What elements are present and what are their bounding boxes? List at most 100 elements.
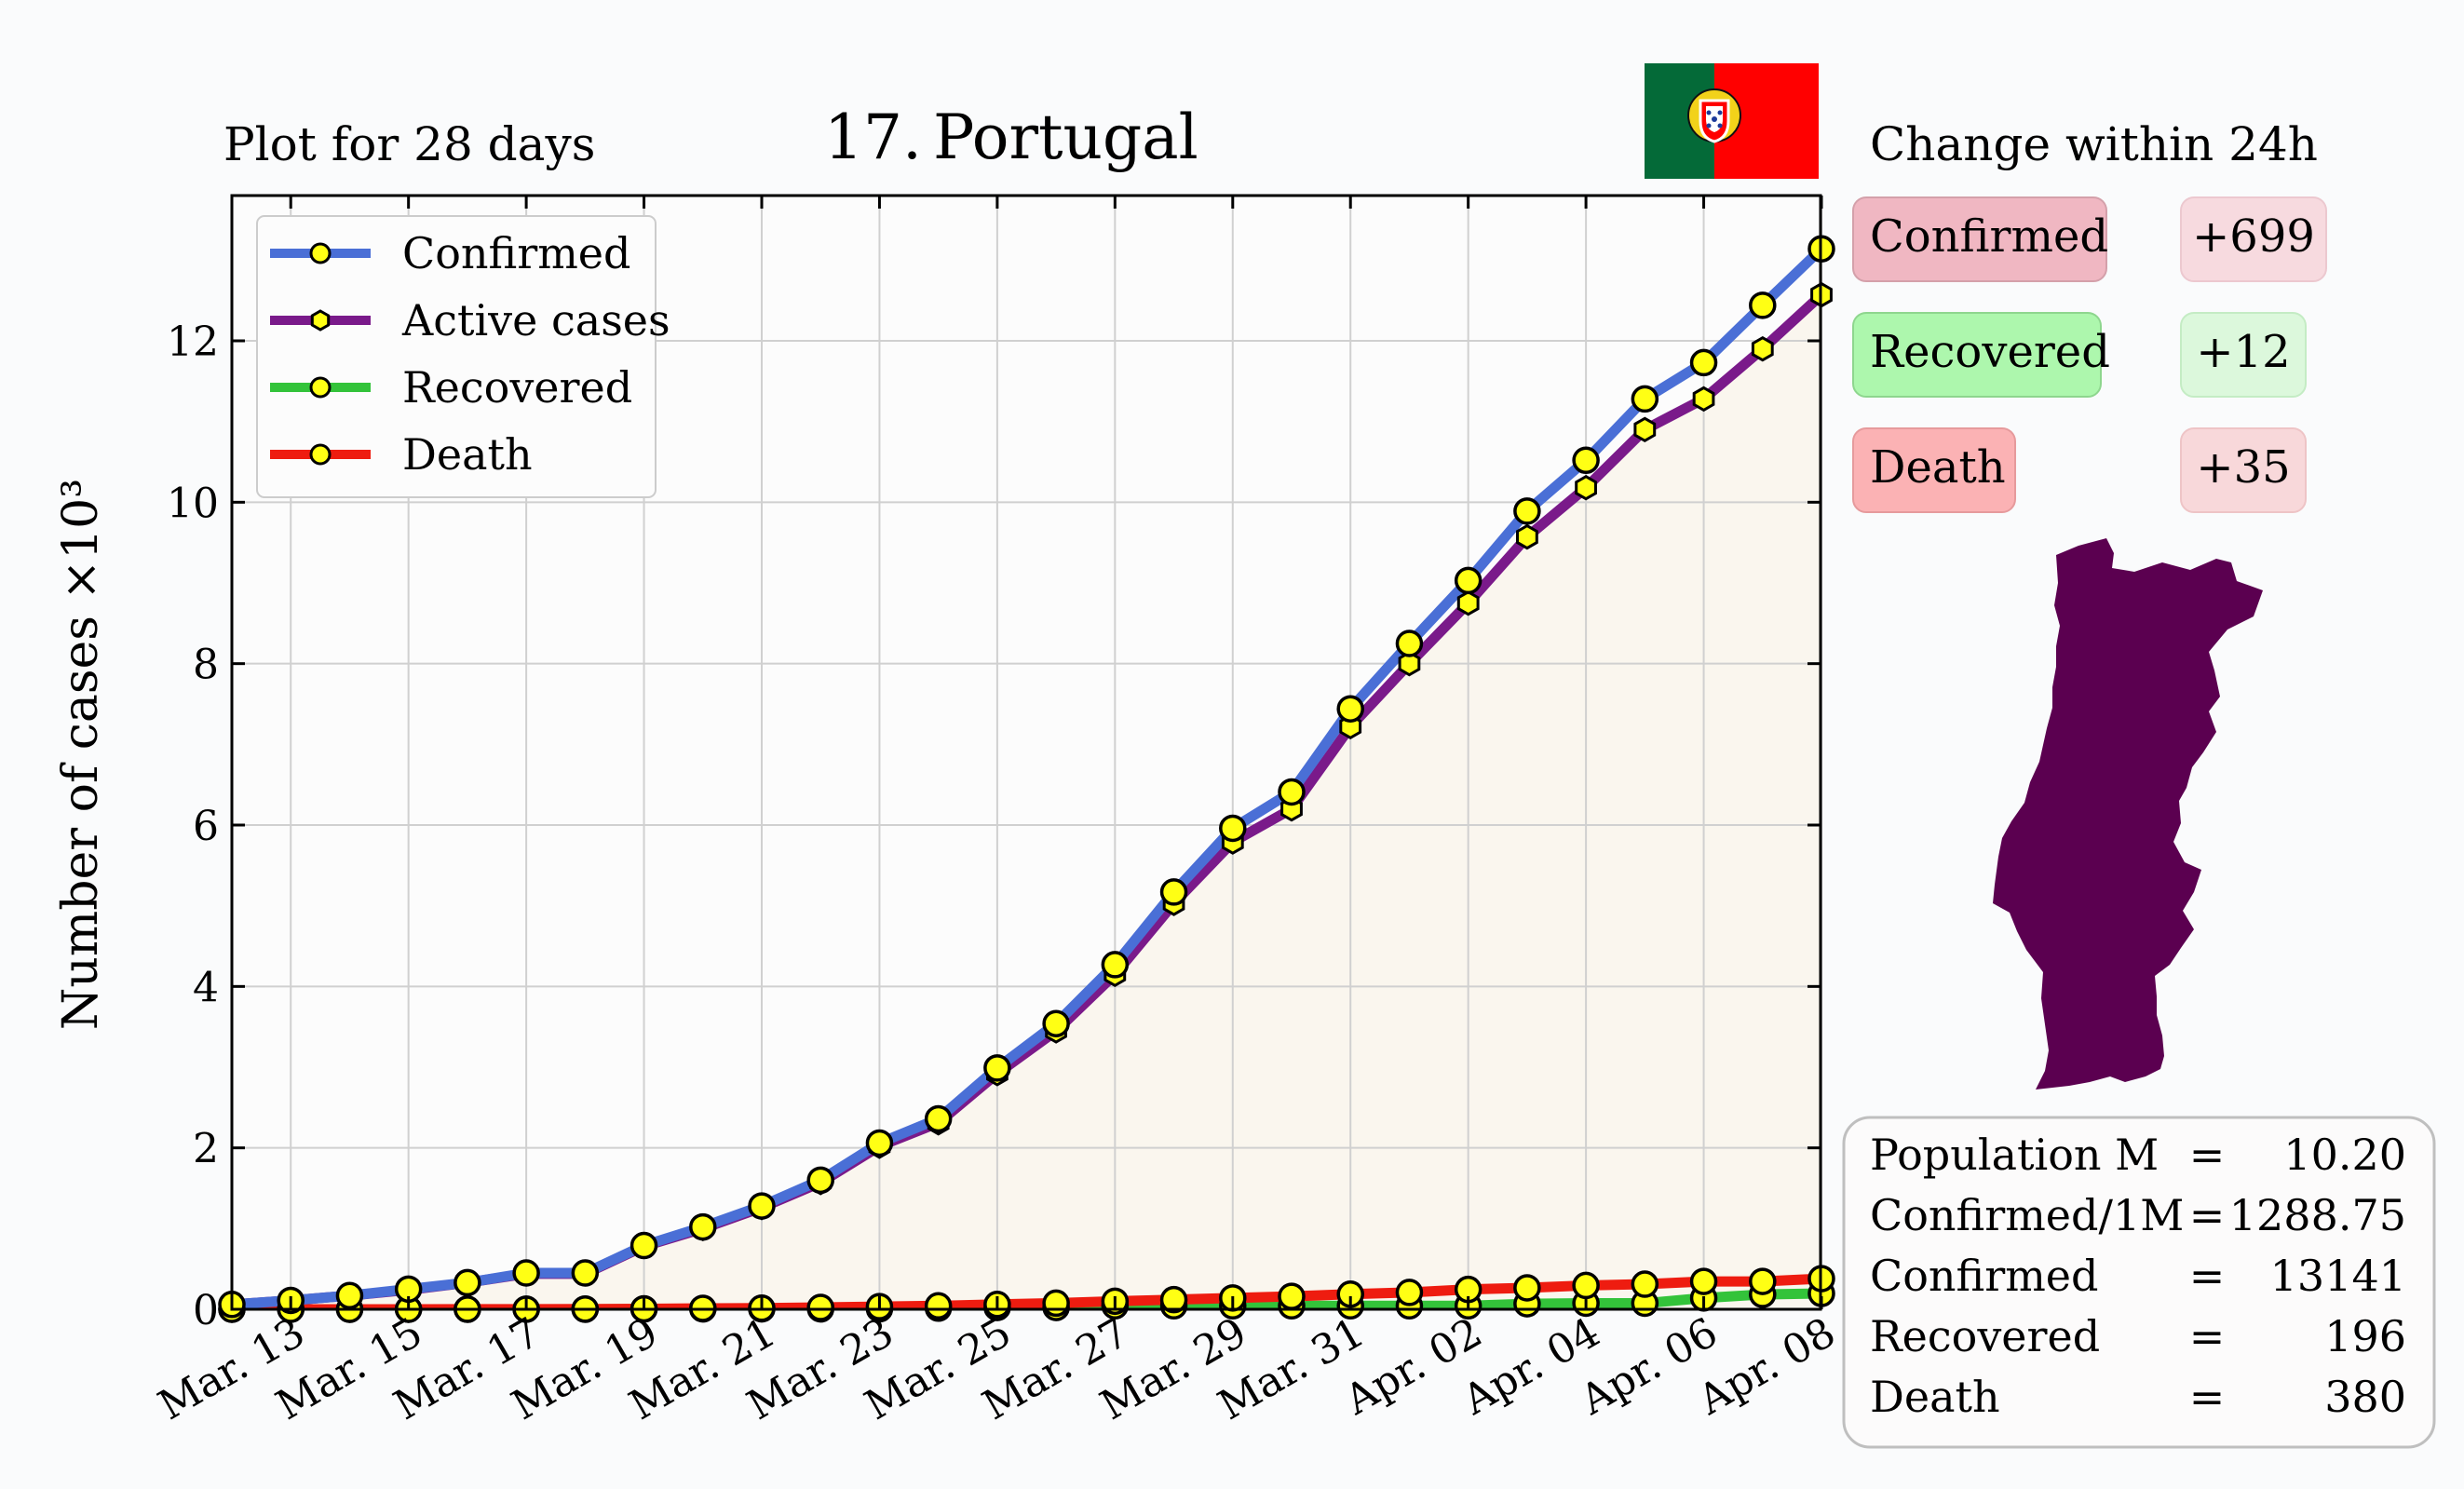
y-tick-label: 0	[193, 1287, 219, 1334]
portugal-map-icon	[1993, 538, 2263, 1090]
stats-row-confirmed-per-million: Confirmed/1M = 1288.75	[1870, 1190, 2406, 1240]
plot-span-label: Plot for 28 days	[223, 117, 595, 171]
stats-box	[1842, 1116, 2436, 1449]
plot-frame	[230, 194, 1822, 1311]
stat-value: 196	[2324, 1311, 2406, 1361]
point-death	[1278, 1282, 1306, 1310]
change-row-recovered: Recovered +12	[1852, 312, 2307, 398]
stats-row-confirmed: Confirmed = 13141	[1870, 1251, 2406, 1301]
change-label-recovered: Recovered	[1870, 326, 2110, 378]
x-tick-label: Apr. 02	[1336, 1308, 1490, 1425]
point-confirmed	[1101, 951, 1130, 979]
portugal-flag-icon	[1645, 63, 1819, 179]
stat-value: 10.20	[2283, 1130, 2406, 1180]
legend-label-recovered: Recovered	[402, 362, 632, 413]
change-label-confirmed: Confirmed	[1870, 210, 2108, 263]
point-confirmed	[1278, 778, 1306, 806]
legend-label-confirmed: Confirmed	[402, 228, 630, 278]
point-confirmed	[924, 1104, 953, 1133]
point-death	[806, 1293, 834, 1321]
point-death	[1395, 1279, 1424, 1306]
point-active	[1516, 523, 1538, 550]
stats-row-population: Population M = 10.20	[1870, 1130, 2406, 1180]
point-active	[1456, 589, 1480, 616]
point-confirmed	[1395, 629, 1424, 657]
stat-value: 1288.75	[2229, 1190, 2406, 1240]
point-death	[1689, 1267, 1718, 1295]
change-value-confirmed: +699	[2192, 210, 2315, 263]
point-confirmed	[1631, 385, 1659, 413]
stat-label: Confirmed	[1870, 1251, 2098, 1301]
point-confirmed	[1219, 814, 1247, 843]
stat-value: 380	[2324, 1372, 2406, 1422]
point-death	[1513, 1274, 1541, 1302]
point-confirmed	[806, 1166, 834, 1195]
y-tick-label: 8	[193, 642, 219, 689]
point-active	[1575, 474, 1597, 501]
point-active	[1633, 416, 1657, 443]
stat-label: Recovered	[1870, 1311, 2100, 1361]
point-confirmed	[865, 1129, 894, 1157]
x-tick-label: Apr. 06	[1572, 1308, 1726, 1425]
change-row-confirmed: Confirmed +699	[1852, 196, 2327, 282]
point-confirmed	[335, 1281, 364, 1310]
point-confirmed	[1749, 291, 1777, 319]
x-tick-label: Apr. 04	[1455, 1308, 1608, 1425]
legend: Confirmed Active cases Recovered Death	[256, 215, 670, 498]
stat-equals: =	[2189, 1190, 2226, 1240]
point-confirmed	[1689, 348, 1718, 377]
stat-label: Confirmed/1M	[1870, 1190, 2184, 1240]
change-row-death: Death +35	[1852, 427, 2307, 513]
legend-label-death: Death	[402, 429, 533, 480]
point-confirmed	[748, 1192, 776, 1220]
y-tick-label: 12	[167, 318, 219, 366]
point-confirmed	[689, 1212, 717, 1241]
point-confirmed	[1454, 566, 1482, 595]
series-line-confirmed	[232, 245, 1821, 1309]
stat-equals: =	[2189, 1372, 2226, 1422]
point-death	[924, 1292, 953, 1320]
change-value-recovered: +12	[2196, 326, 2290, 378]
y-tick-label: 2	[193, 1126, 219, 1173]
axis-ticks	[232, 196, 1823, 1311]
point-confirmed	[1159, 878, 1188, 906]
legend-entry-active: Active cases	[270, 295, 670, 345]
y-axis-label: Number of cases ×10³	[53, 479, 109, 1030]
stat-equals: =	[2189, 1251, 2226, 1301]
point-confirmed	[983, 1054, 1011, 1082]
change-label-death: Death	[1870, 441, 2006, 494]
stat-label: Death	[1870, 1372, 2000, 1422]
stat-value: 13141	[2270, 1251, 2406, 1301]
chart-country-title: Portugal	[933, 102, 1198, 173]
active-cases-fill	[232, 295, 1821, 1309]
change-value-death: +35	[2196, 441, 2290, 494]
stats-row-death: Death = 380	[1870, 1372, 2406, 1422]
point-confirmed	[571, 1259, 600, 1287]
point-confirmed	[454, 1268, 481, 1297]
stat-equals: =	[2189, 1130, 2226, 1180]
point-death	[1749, 1267, 1777, 1295]
change-title: Change within 24h	[1870, 117, 2318, 171]
point-active	[1751, 335, 1774, 362]
point-confirmed	[1042, 1009, 1070, 1037]
legend-entry-confirmed: Confirmed	[270, 228, 630, 278]
y-tick-label: 10	[167, 480, 219, 527]
point-confirmed	[1336, 695, 1364, 723]
point-active	[1692, 386, 1715, 413]
point-death	[1631, 1270, 1659, 1298]
chart-rank: 17.	[824, 102, 922, 173]
legend-entry-death: Death	[270, 429, 533, 480]
legend-entry-recovered: Recovered	[270, 362, 632, 413]
point-death	[1572, 1271, 1600, 1300]
point-death	[1042, 1289, 1070, 1318]
legend-label-active: Active cases	[401, 295, 670, 345]
x-tick-label: Apr. 08	[1689, 1308, 1843, 1425]
point-active	[1398, 650, 1421, 677]
point-confirmed	[512, 1259, 540, 1287]
point-confirmed	[630, 1231, 658, 1260]
y-tick-label: 4	[193, 964, 219, 1011]
point-confirmed	[1572, 446, 1600, 475]
stats-row-recovered: Recovered = 196	[1870, 1311, 2406, 1361]
stat-label: Population M	[1870, 1130, 2159, 1180]
